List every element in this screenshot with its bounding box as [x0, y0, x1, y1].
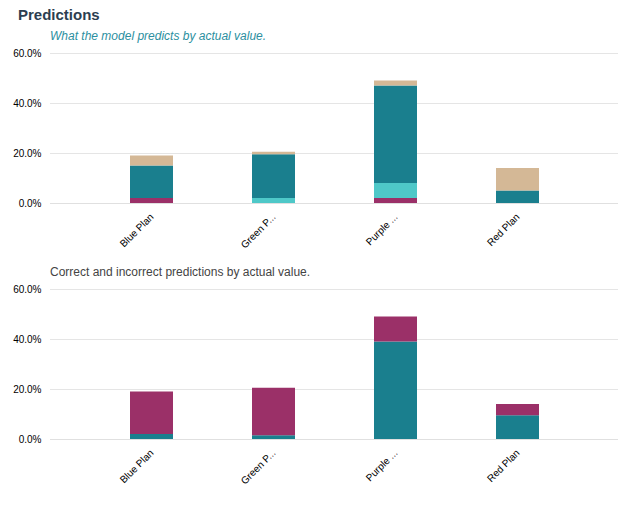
svg-text:0.0%: 0.0%: [19, 434, 42, 445]
svg-text:Green P...: Green P...: [239, 447, 278, 486]
svg-text:Blue Plan: Blue Plan: [118, 211, 156, 249]
svg-text:0.0%: 0.0%: [19, 198, 42, 209]
svg-text:40.0%: 40.0%: [13, 334, 41, 345]
svg-text:20.0%: 20.0%: [13, 384, 41, 395]
svg-text:Blue Plan: Blue Plan: [118, 447, 156, 485]
svg-text:Purple ...: Purple ...: [364, 447, 400, 483]
svg-text:20.0%: 20.0%: [13, 148, 41, 159]
html-text:Correct and incorrect predicti: Correct and incorrect predictions by act…: [50, 265, 311, 279]
svg-text:60.0%: 60.0%: [13, 284, 41, 295]
svg-text:Red Plan: Red Plan: [485, 447, 522, 484]
html-text:What the model predicts by act: What the model predicts by actual value.: [50, 29, 267, 43]
svg-text:Red Plan: Red Plan: [485, 211, 522, 248]
svg-text:Green P...: Green P...: [239, 211, 278, 250]
svg-text:40.0%: 40.0%: [13, 98, 41, 109]
html-text:Predictions: Predictions: [18, 6, 100, 23]
svg-text:Purple ...: Purple ...: [364, 211, 400, 247]
svg-text:60.0%: 60.0%: [13, 48, 41, 59]
